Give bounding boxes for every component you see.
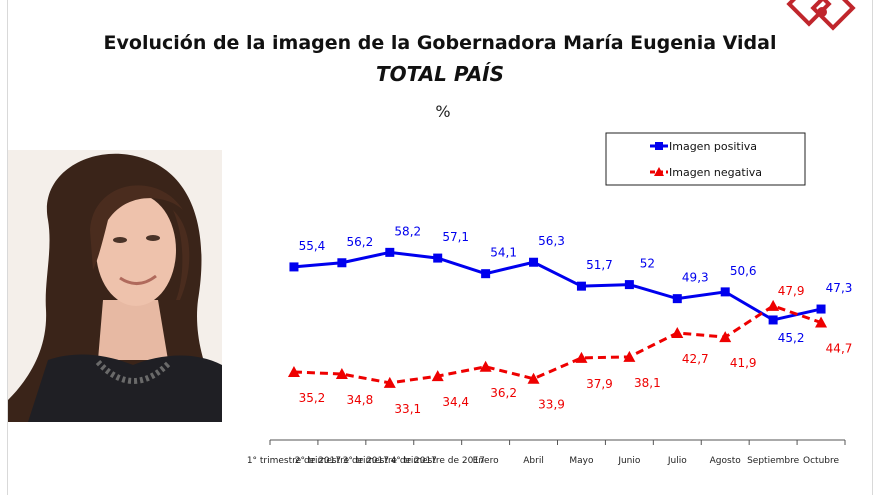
data-point-marker xyxy=(433,253,443,263)
data-point-marker xyxy=(287,365,300,377)
data-label: 33,9 xyxy=(538,398,565,412)
data-point-marker xyxy=(481,269,491,279)
governor-portrait xyxy=(8,150,222,422)
data-point-marker xyxy=(671,326,684,338)
data-label: 33,1 xyxy=(394,402,421,416)
data-point-marker xyxy=(576,281,586,291)
x-tick-label: Julio xyxy=(667,456,687,466)
data-point-marker xyxy=(527,372,540,384)
data-point-marker xyxy=(479,360,492,372)
series-line xyxy=(293,304,822,385)
data-point-marker xyxy=(335,368,348,380)
x-tick-label: Mayo xyxy=(569,456,594,466)
data-point-marker xyxy=(289,262,299,272)
data-label: 41,9 xyxy=(730,356,757,370)
legend: Imagen positiva Imagen negativa xyxy=(605,132,806,186)
chart-subtitle: TOTAL PAÍS xyxy=(375,62,505,86)
data-label: 36,2 xyxy=(490,386,517,400)
x-tick-label: Junio xyxy=(617,456,641,466)
legend-box xyxy=(605,132,806,186)
x-tick-label: 3° trimestre de 2017 xyxy=(343,456,437,466)
series-layer: 55,4 56,2 58,2 57,1 54,1 56,3 51,7 52 49,3 50,6 45… xyxy=(287,224,853,416)
data-label: 56,3 xyxy=(538,234,565,248)
data-label: 49,3 xyxy=(682,271,709,285)
chart-title: Evolución de la imagen de la Gobernadora… xyxy=(103,32,777,54)
series-imagen-negativa: 35,2 34,8 33,1 34,4 36,2 33,9 37,9 38,1 42,7 41,9… xyxy=(287,284,853,416)
data-label: 34,8 xyxy=(347,393,374,407)
data-label: 54,1 xyxy=(490,246,517,260)
data-label: 35,2 xyxy=(299,391,326,405)
legend-marker xyxy=(654,167,664,176)
legend-item: Imagen negativa xyxy=(650,166,762,179)
data-label: 58,2 xyxy=(394,224,421,238)
data-label: 50,6 xyxy=(730,264,757,278)
right-border-line xyxy=(872,0,873,495)
data-point-marker xyxy=(672,294,682,304)
legend-marker xyxy=(655,142,663,150)
data-label: 56,2 xyxy=(347,235,374,249)
x-tick-label: Abril xyxy=(523,456,544,466)
data-point-marker xyxy=(624,280,634,290)
x-tick-label: 2° trimestre de 2017 xyxy=(295,456,389,466)
data-point-marker xyxy=(623,350,636,362)
data-point-marker xyxy=(385,247,395,257)
data-label: 45,2 xyxy=(778,331,805,345)
data-label: 51,7 xyxy=(586,258,613,272)
x-tick-label: Enero xyxy=(473,456,499,466)
data-point-marker xyxy=(337,258,347,268)
left-border-line xyxy=(7,0,8,495)
legend-item: Imagen positiva xyxy=(650,140,757,153)
data-label: 55,4 xyxy=(299,239,326,253)
data-label: 57,1 xyxy=(442,230,469,244)
data-point-marker xyxy=(768,315,778,325)
x-tick-label: Agosto xyxy=(710,456,742,466)
consulting-firm-logo xyxy=(786,0,856,31)
data-point-marker xyxy=(383,376,396,388)
x-tick-label: Octubre xyxy=(803,456,839,466)
data-label: 34,4 xyxy=(442,395,469,409)
x-tick-label: 1° trimestre de 2017 xyxy=(247,456,341,466)
unit-label: % xyxy=(435,102,451,121)
x-tick-label: 4° trimestre de 2017 xyxy=(391,456,485,466)
data-point-marker xyxy=(816,304,826,314)
data-point-marker xyxy=(575,351,588,363)
data-point-marker xyxy=(719,331,732,343)
series-imagen-positiva: 55,4 56,2 58,2 57,1 54,1 56,3 51,7 52 49,3 50,6 45… xyxy=(289,224,852,345)
data-label: 38,1 xyxy=(634,376,661,390)
data-label: 47,3 xyxy=(826,281,853,295)
data-point-marker xyxy=(815,316,828,328)
legend-label: Imagen negativa xyxy=(669,166,762,179)
legend-label: Imagen positiva xyxy=(669,140,757,153)
data-point-marker xyxy=(767,299,780,311)
data-label: 37,9 xyxy=(586,377,613,391)
x-tick-label: Septiembre xyxy=(747,456,800,466)
data-label: 44,7 xyxy=(826,342,853,356)
data-label: 52 xyxy=(640,257,655,271)
data-label: 42,7 xyxy=(682,352,709,366)
data-point-marker xyxy=(720,287,730,297)
data-label: 47,9 xyxy=(778,284,805,298)
series-line xyxy=(293,250,822,322)
data-point-marker xyxy=(529,257,539,267)
data-point-marker xyxy=(431,370,444,382)
